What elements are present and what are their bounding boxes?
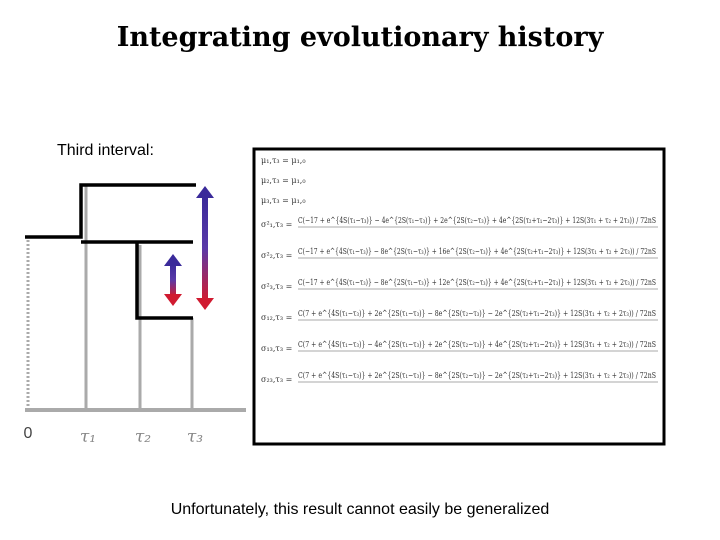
equation-lhs: σ²₃,τ₃ = [261, 282, 292, 291]
equation-lhs: σ²₁,τ₃ = [261, 220, 292, 229]
footer-text: Unfortunately, this result cannot easily… [171, 501, 550, 518]
equations: μ₁,τ₃ = μ₁,₀ μ₂,τ₃ = μ₁,₀ μ₃,τ₃ = μ₁,₀ σ²₁,… [261, 156, 658, 384]
branch [25, 183, 196, 239]
equation-rhs: C(7 + e^{4S(τ₁−τ₃)} + 2e^{2S(τ₁−τ₃)} − 8… [298, 309, 656, 318]
equation-box [252, 147, 666, 446]
equation-lhs: σ²₂,τ₃ = [261, 251, 292, 260]
equation-rhs: C(7 + e^{4S(τ₁−τ₃)} − 4e^{2S(τ₁−τ₃)} + 2… [298, 340, 656, 349]
equation-lhs: σ₂₃,τ₃ = [261, 375, 292, 384]
slide-title: Integrating evolutionary history [117, 22, 605, 53]
equation-rhs: C(−17 + e^{4S(τ₁−τ₃)} − 8e^{2S(τ₁−τ₃)} +… [298, 247, 656, 256]
equation-lhs: σ₁₃,τ₃ = [261, 344, 292, 353]
double-arrow [196, 186, 214, 310]
axis-label: 0 [24, 425, 33, 442]
equation: μ₂,τ₃ = μ₁,₀ [261, 176, 306, 185]
branch [135, 242, 193, 320]
axis-label: τ₁ [80, 427, 96, 447]
axis-label: τ₂ [135, 427, 151, 447]
tree-diagram: 0 τ₁ τ₂ τ₃ [24, 183, 246, 447]
equation-rhs: C(−17 + e^{4S(τ₁−τ₃)} − 4e^{2S(τ₁−τ₃)} +… [298, 216, 656, 225]
interval-label: Third interval: [57, 142, 154, 159]
double-arrow [164, 254, 182, 306]
equation: μ₁,τ₃ = μ₁,₀ [261, 156, 306, 165]
equation-lhs: σ₁₂,τ₃ = [261, 313, 292, 322]
equation-rhs: C(7 + e^{4S(τ₁−τ₃)} + 2e^{2S(τ₁−τ₃)} − 8… [298, 371, 656, 380]
equation: μ₃,τ₃ = μ₁,₀ [261, 196, 306, 205]
axis-label: τ₃ [187, 427, 203, 447]
equation-rhs: C(−17 + e^{4S(τ₁−τ₃)} − 8e^{2S(τ₁−τ₃)} +… [298, 278, 656, 287]
